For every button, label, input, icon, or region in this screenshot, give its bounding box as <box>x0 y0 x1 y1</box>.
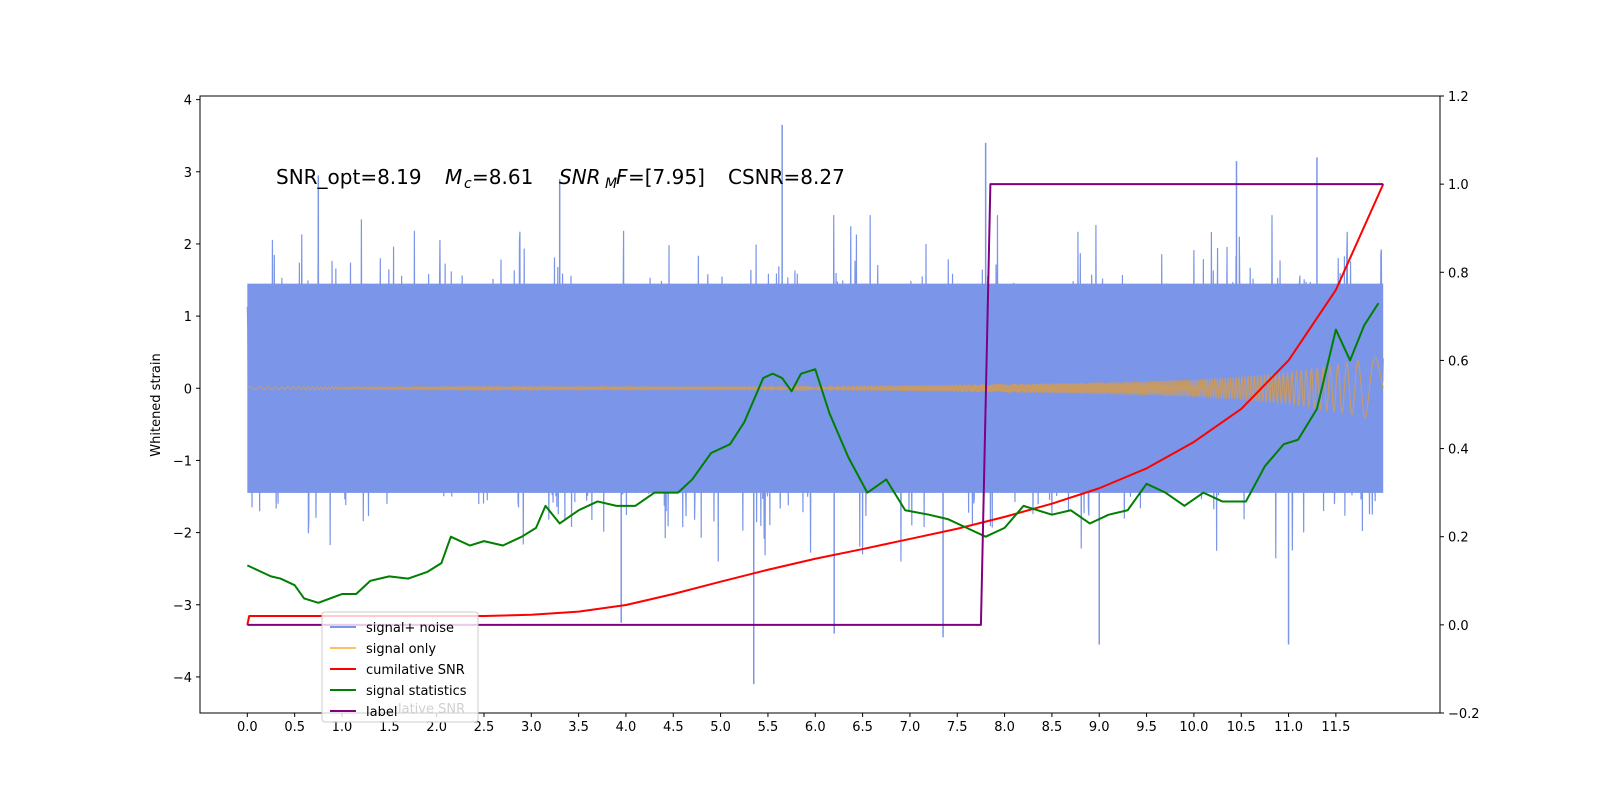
y-tick-label: 4 <box>184 94 192 109</box>
annotation-text: SNR_opt=8.19 M c =8.61 SNR M F =[7.95] C… <box>276 165 845 192</box>
snrmf-value: =[7.95] <box>628 165 705 189</box>
y-tick-label: −3 <box>173 599 192 614</box>
legend: lative SNR signal+ noise signal only cumil… <box>321 611 479 723</box>
y2-tick-label: 1.2 <box>1448 90 1469 105</box>
x-tick-label: 3.5 <box>568 720 589 735</box>
snr-opt-text: SNR_opt=8.19 <box>276 165 422 189</box>
legend-label: signal+ noise <box>366 621 454 636</box>
y-axis-label: Whitened strain <box>149 353 164 456</box>
y-tick-label: −2 <box>173 527 192 542</box>
plot-frame <box>199 95 1441 714</box>
y-axis-left: 4 3 2 1 0 −1 −2 −3 −4 <box>173 94 200 686</box>
x-tick-label: 8.5 <box>1042 720 1063 735</box>
mc-symbol: M <box>445 165 462 189</box>
x-tick-label: 6.5 <box>852 720 873 735</box>
x-tick-label: 4.5 <box>663 720 684 735</box>
x-tick-label: 5.0 <box>710 720 731 735</box>
x-tick-label: 0.5 <box>284 720 305 735</box>
legend-label: signal statistics <box>366 684 467 699</box>
x-tick-label: 4.0 <box>616 720 637 735</box>
series-line-label <box>247 183 1384 626</box>
y-tick-label: 3 <box>184 166 192 181</box>
y-tick-label: 0 <box>184 382 192 397</box>
y-tick-label: 1 <box>184 310 192 325</box>
x-tick-label: 5.5 <box>758 720 779 735</box>
mc-subscript: c <box>464 176 472 192</box>
x-tick-label: 7.0 <box>900 720 921 735</box>
x-tick-label: 6.0 <box>805 720 826 735</box>
y-axis-right: 1.2 1.0 0.8 0.6 0.4 0.2 0.0 −0.2 <box>1440 90 1480 722</box>
y2-tick-label: 0.2 <box>1448 531 1469 546</box>
x-tick-label: 2.5 <box>474 720 495 735</box>
y2-tick-label: 0.4 <box>1448 443 1469 458</box>
x-tick-label: 3.0 <box>521 720 542 735</box>
x-tick-label: 2.0 <box>426 720 447 735</box>
signal-only-series <box>246 356 1384 418</box>
x-axis: 0.0 0.5 1.0 1.5 2.0 2.5 3.0 3.5 4.0 4.5 5.0 5.5 6.0 6… <box>237 713 1350 735</box>
y-tick-label: 2 <box>184 238 192 253</box>
legend-ghost-text: lative SNR <box>398 702 465 717</box>
x-tick-label: 8.0 <box>994 720 1015 735</box>
x-tick-label: 0.0 <box>237 720 258 735</box>
snrmf-tail: F <box>616 165 628 189</box>
signal-only-line <box>246 356 1384 418</box>
y-tick-label: −1 <box>173 454 192 469</box>
legend-label: label <box>366 705 397 720</box>
legend-label: cumilative SNR <box>366 663 465 678</box>
x-tick-label: 10.5 <box>1227 720 1256 735</box>
x-tick-label: 1.0 <box>332 720 353 735</box>
x-tick-label: 7.5 <box>947 720 968 735</box>
x-tick-label: 9.0 <box>1089 720 1110 735</box>
x-tick-label: 11.0 <box>1274 720 1303 735</box>
csnr-text: CSNR=8.27 <box>728 165 845 189</box>
y2-tick-label: 0.0 <box>1448 619 1469 634</box>
x-tick-label: 11.5 <box>1321 720 1350 735</box>
y2-tick-label: 1.0 <box>1448 178 1469 193</box>
legend-label: signal only <box>366 642 436 657</box>
snrmf-subscript: M <box>605 176 617 192</box>
x-tick-label: 10.0 <box>1179 720 1208 735</box>
snrmf-symbol: SNR <box>559 165 601 189</box>
legend-box <box>321 611 479 723</box>
y2-tick-label: −0.2 <box>1448 707 1480 722</box>
y2-tick-label: 0.6 <box>1448 354 1469 369</box>
x-tick-label: 9.5 <box>1136 720 1157 735</box>
mc-value: =8.61 <box>472 165 533 189</box>
y2-tick-label: 0.8 <box>1448 266 1469 281</box>
x-tick-label: 1.5 <box>379 720 400 735</box>
series-line-signal-statistics <box>246 302 1380 604</box>
y-tick-label: −4 <box>173 671 192 686</box>
